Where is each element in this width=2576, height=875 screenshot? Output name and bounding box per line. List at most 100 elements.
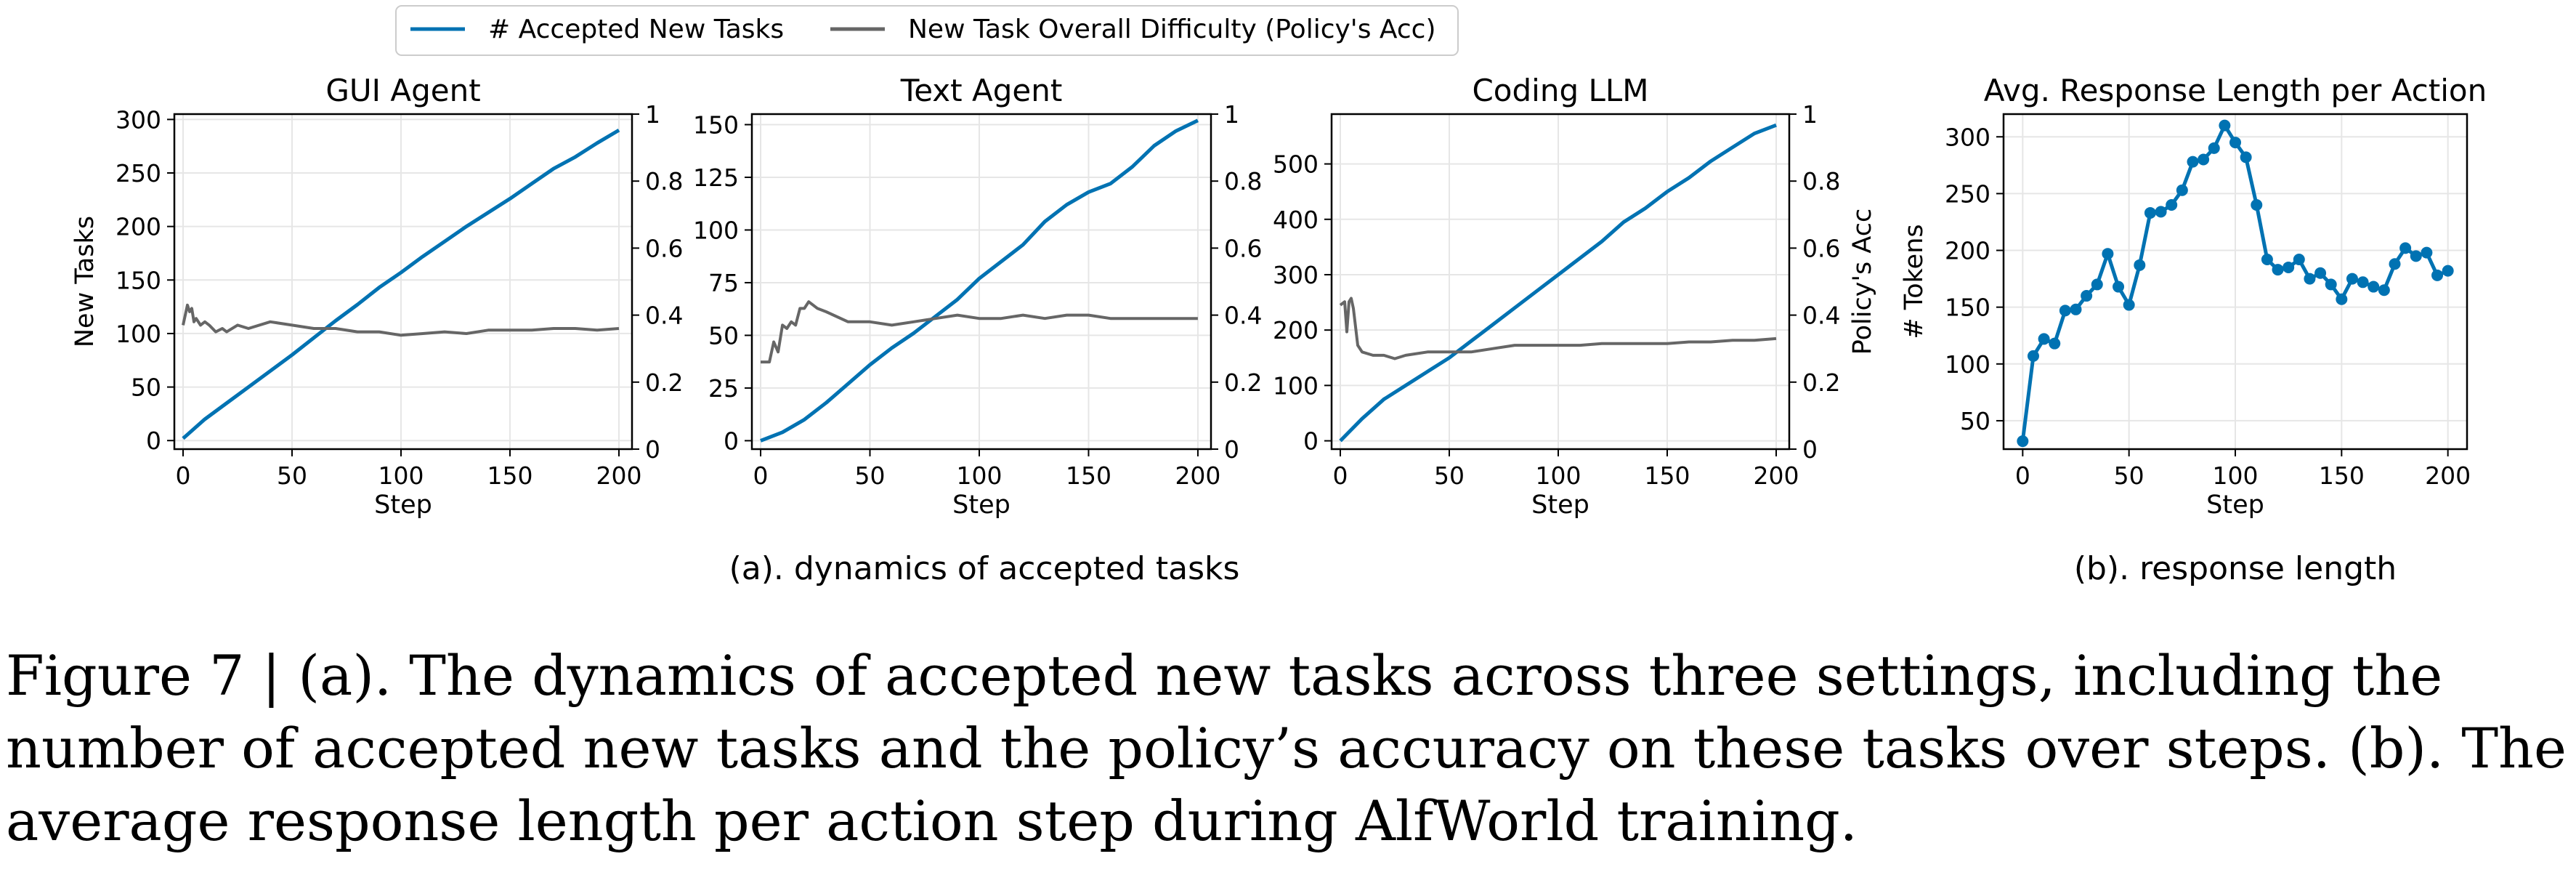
y2-tick-label: 0.6 — [1224, 234, 1262, 262]
y-tick-label: 200 — [116, 213, 161, 241]
y-tick-label: 25 — [708, 374, 739, 403]
y2-tick-label: 0.2 — [645, 368, 683, 397]
data-point — [2070, 303, 2082, 315]
y-tick-label: 200 — [1945, 237, 1990, 265]
x-tick-label: 100 — [956, 461, 1002, 490]
y2-tick-label: 0.6 — [645, 234, 683, 262]
y2-axis-label: Policy's Acc — [1848, 209, 1877, 355]
x-tick-label: 200 — [1754, 461, 1799, 490]
x-axis-label: Step — [374, 491, 432, 520]
y2-tick-label: 1 — [1802, 100, 1818, 129]
legend-label-accepted: # Accepted New Tasks — [488, 15, 784, 44]
y2-tick-label: 0.6 — [1802, 234, 1840, 262]
data-point — [2059, 305, 2071, 317]
x-tick-label: 50 — [1434, 461, 1465, 490]
y-axis-label: # Tokens — [1900, 224, 1929, 339]
series-line-accepted — [760, 118, 1199, 443]
x-tick-label: 0 — [2015, 461, 2030, 490]
data-point — [2251, 199, 2263, 211]
data-point — [2304, 273, 2316, 285]
x-axis-label: Step — [1531, 491, 1589, 520]
data-point — [2336, 293, 2348, 305]
y-tick-label: 300 — [116, 105, 161, 134]
series-line-difficulty — [1339, 297, 1777, 360]
y-tick-label: 250 — [1945, 180, 1990, 208]
y2-tick-label: 0.4 — [1224, 302, 1262, 330]
y-tick-label: 100 — [116, 320, 161, 348]
chart-title: Text Agent — [900, 73, 1063, 108]
x-tick-label: 100 — [1536, 461, 1581, 490]
y-tick-label: 100 — [1273, 371, 1319, 400]
x-tick-label: 50 — [855, 461, 886, 490]
y2-tick-label: 0.2 — [1802, 368, 1840, 397]
data-point — [2357, 276, 2369, 289]
data-point — [2198, 153, 2210, 166]
y-tick-label: 150 — [116, 266, 161, 294]
data-point — [2113, 281, 2125, 293]
data-point — [2346, 273, 2358, 285]
x-tick-label: 0 — [176, 461, 191, 490]
data-point — [2399, 242, 2412, 254]
data-point — [2091, 278, 2103, 291]
y2-tick-label: 0.4 — [1802, 302, 1840, 330]
data-point — [2368, 281, 2380, 293]
chart-gui-agent: 0 50 100 150 20005010015020025030000.20.40.6… — [70, 73, 683, 520]
data-point — [2421, 246, 2433, 259]
legend-label-difficulty: New Task Overall Difficulty (Policy's Ac… — [908, 15, 1436, 44]
data-point — [2049, 337, 2061, 350]
series-line-accepted — [182, 128, 620, 440]
subcaption-a: (a). dynamics of accepted tasks — [729, 550, 1240, 587]
x-tick-label: 50 — [277, 461, 307, 490]
y-tick-label: 100 — [693, 216, 739, 244]
subcaption-b: (b). response length — [2074, 550, 2397, 587]
chart-title: GUI Agent — [325, 73, 480, 108]
y-tick-label: 0 — [146, 427, 161, 455]
y-axis-label: New Tasks — [70, 216, 100, 347]
y2-tick-label: 0.8 — [1802, 167, 1840, 195]
x-tick-label: 0 — [753, 461, 769, 490]
y2-tick-label: 1 — [645, 100, 660, 129]
x-tick-label: 150 — [1066, 461, 1111, 490]
data-point — [2038, 333, 2050, 345]
data-point — [2208, 142, 2220, 154]
legend: # Accepted New Tasks New Task Overall Di… — [395, 5, 1459, 56]
data-point — [2389, 258, 2401, 270]
series-line-difficulty — [182, 303, 620, 337]
y-tick-label: 250 — [116, 159, 161, 188]
x-tick-label: 100 — [2213, 461, 2259, 490]
y-tick-label: 50 — [1960, 407, 1990, 435]
chart-response-length: 0 50 100 150 200 50 100 150 200 250 300 Avg. Respon… — [1900, 73, 2487, 520]
data-point — [2219, 119, 2231, 132]
y2-tick-label: 0 — [1224, 435, 1239, 464]
plot-frame — [173, 113, 633, 451]
series-line-difficulty — [761, 300, 1198, 364]
y-tick-label: 0 — [724, 427, 739, 455]
plot-frame — [750, 113, 1212, 451]
chart-coding-llm: 0 50 100 150 200010020030040050000.20.40.60.… — [1273, 73, 1877, 520]
x-tick-label: 100 — [378, 461, 424, 490]
data-point — [2155, 206, 2167, 218]
chart-title: Coding LLM — [1472, 73, 1648, 108]
y-tick-label: 75 — [708, 269, 739, 297]
data-point — [2081, 290, 2093, 302]
data-point — [2102, 248, 2114, 260]
figure: # Accepted New Tasks New Task Overall Di… — [70, 5, 2487, 587]
y-tick-label: 300 — [1273, 261, 1319, 289]
data-point — [2293, 254, 2305, 266]
data-point — [2144, 206, 2156, 219]
data-point — [2229, 137, 2241, 149]
y2-tick-label: 0.4 — [645, 302, 683, 330]
x-tick-label: 200 — [596, 461, 642, 490]
x-tick-label: 150 — [2319, 461, 2365, 490]
series-line-accepted — [1339, 123, 1777, 443]
plot-frame — [1330, 113, 1791, 451]
data-point — [2410, 250, 2422, 262]
data-point — [2166, 199, 2178, 211]
y-tick-label: 125 — [693, 164, 739, 192]
data-point — [2017, 435, 2029, 448]
data-point — [2283, 261, 2295, 273]
data-point — [2134, 259, 2146, 271]
data-point — [2314, 267, 2327, 279]
chart-text-agent: 0 50 100 150 200025507510012515000.20.40.60.… — [693, 73, 1262, 520]
y-tick-label: 500 — [1273, 150, 1319, 179]
